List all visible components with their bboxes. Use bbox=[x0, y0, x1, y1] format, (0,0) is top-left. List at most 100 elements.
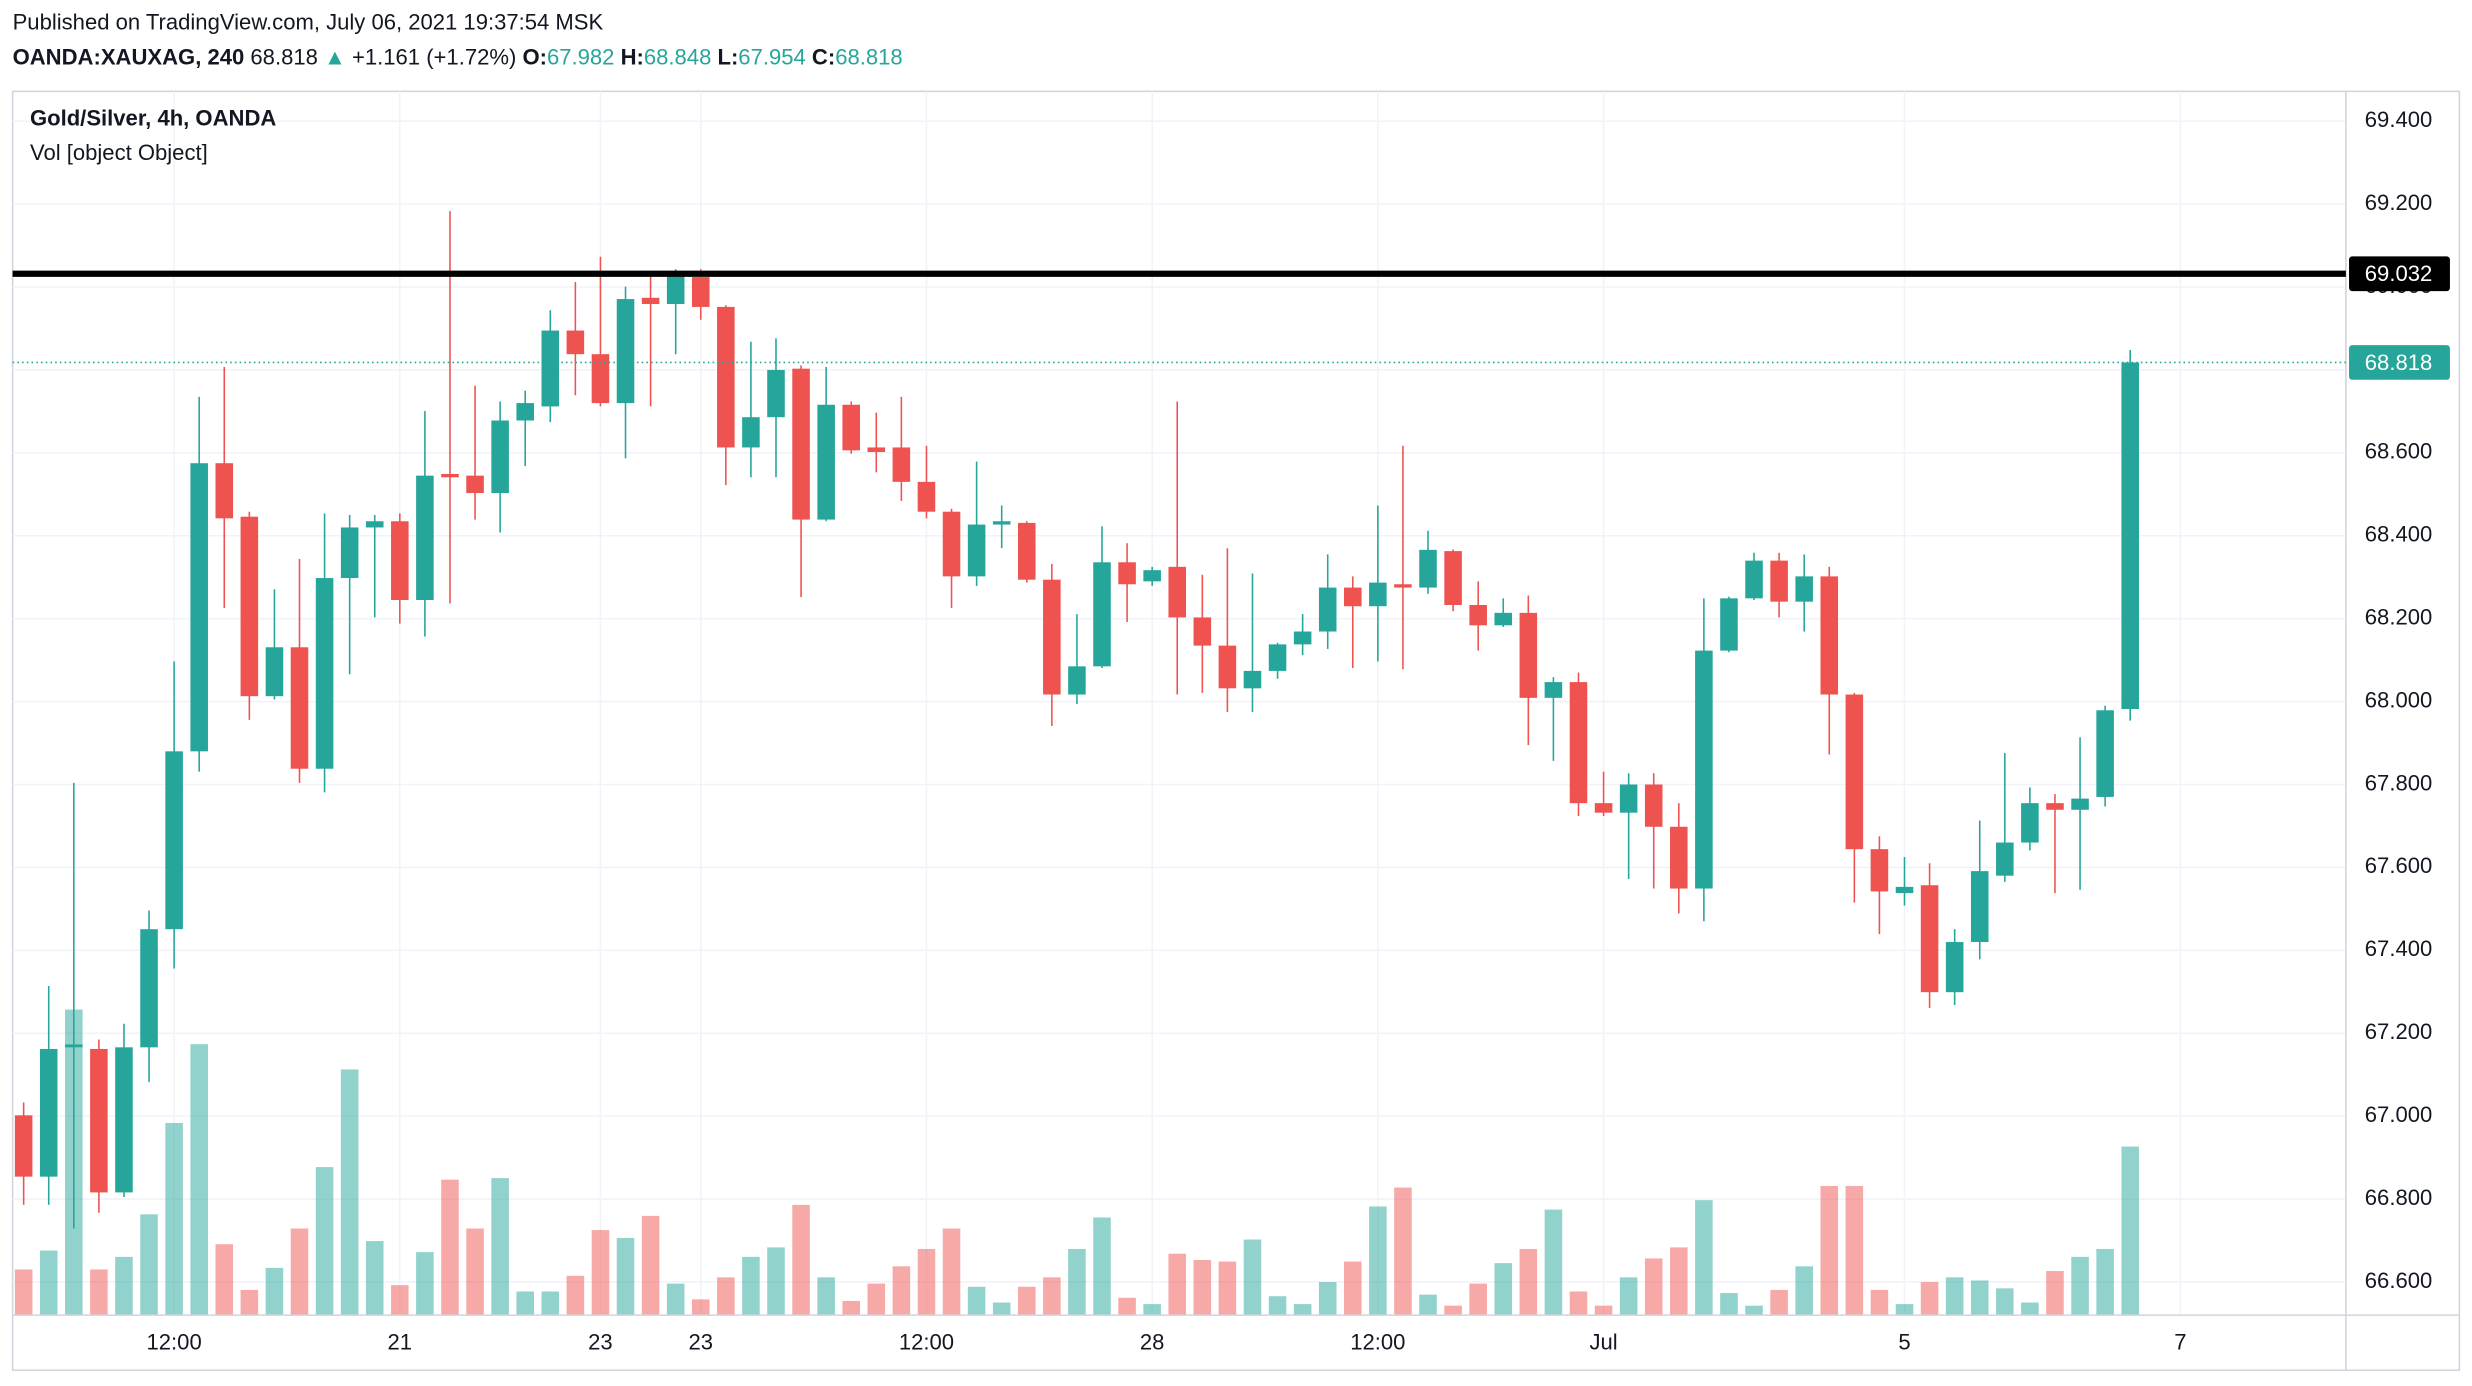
volume-bar bbox=[1845, 1185, 1864, 1316]
chart-frame bbox=[11, 90, 2461, 1372]
volume-bar bbox=[190, 1044, 208, 1316]
candle-body bbox=[1996, 842, 2014, 876]
volume-bar bbox=[1017, 1286, 1036, 1316]
y-tick-label: 67.400 bbox=[2365, 936, 2432, 961]
volume-bar bbox=[2121, 1146, 2139, 1316]
change: +1.161 (+1.72%) bbox=[352, 44, 516, 69]
volume-bar bbox=[466, 1228, 484, 1316]
volume-bar bbox=[1243, 1239, 1262, 1316]
volume-bar bbox=[541, 1291, 560, 1316]
candle-body bbox=[1043, 579, 1061, 695]
candle-body bbox=[491, 420, 509, 494]
candle-body bbox=[1795, 576, 1813, 602]
volume-bar bbox=[1870, 1289, 1889, 1316]
volume-bar bbox=[265, 1267, 284, 1316]
volume-bar bbox=[516, 1291, 534, 1316]
volume-bar bbox=[215, 1244, 234, 1316]
candle-body bbox=[742, 417, 760, 448]
y-tick-label: 67.800 bbox=[2365, 770, 2432, 795]
chart-subtitle: Vol [object Object] bbox=[30, 140, 208, 165]
candle-body bbox=[1720, 598, 1738, 651]
volume-bar bbox=[2046, 1271, 2064, 1316]
candle-body bbox=[1519, 612, 1538, 698]
candle-body bbox=[792, 368, 810, 520]
candle-body bbox=[942, 511, 961, 577]
candle-body bbox=[1870, 849, 1889, 892]
volume-bar bbox=[340, 1069, 359, 1316]
candle-body bbox=[516, 403, 534, 421]
volume-bar bbox=[1344, 1261, 1362, 1316]
volume-bar bbox=[1394, 1187, 1412, 1316]
candle-body bbox=[867, 447, 886, 453]
candle-body bbox=[817, 404, 835, 520]
last-price: 68.818 bbox=[250, 44, 317, 69]
x-tick-label: 28 bbox=[1140, 1329, 1165, 1354]
y-tick-label: 68.000 bbox=[2365, 687, 2432, 712]
candle-layer bbox=[14, 211, 2139, 1229]
high-label: H: bbox=[621, 44, 644, 69]
candle-body bbox=[1670, 826, 1688, 889]
candle-body bbox=[1268, 644, 1287, 671]
candle-body bbox=[1695, 650, 1713, 889]
candle-body bbox=[65, 1044, 83, 1048]
volume-bar bbox=[115, 1256, 133, 1316]
candle-body bbox=[1569, 682, 1588, 804]
candle-body bbox=[992, 521, 1011, 525]
x-tick-label: 21 bbox=[388, 1329, 413, 1354]
volume-bar bbox=[892, 1266, 911, 1316]
volume-bar bbox=[1369, 1206, 1387, 1316]
volume-bar bbox=[666, 1283, 685, 1316]
candle-body bbox=[1820, 576, 1839, 695]
volume-bar bbox=[1895, 1304, 1914, 1316]
candle-body bbox=[1444, 551, 1462, 605]
volume-bar bbox=[1544, 1209, 1563, 1316]
x-tick-label: 12:00 bbox=[1350, 1329, 1405, 1354]
candle-body bbox=[441, 473, 459, 478]
volume-bar bbox=[2021, 1302, 2039, 1316]
last-price-box bbox=[2349, 345, 2450, 380]
candle-body bbox=[190, 463, 208, 752]
volume-bar bbox=[1920, 1282, 1939, 1316]
volume-bar bbox=[1996, 1288, 2014, 1316]
candle-body bbox=[240, 516, 259, 697]
volume-bar bbox=[1695, 1200, 1713, 1316]
candle-body bbox=[115, 1047, 133, 1193]
symbol: OANDA:XAUXAG, 240 bbox=[13, 44, 245, 69]
volume-bar bbox=[942, 1228, 961, 1316]
x-tick-label: Jul bbox=[1589, 1329, 1617, 1354]
volume-bar bbox=[1118, 1297, 1136, 1316]
candle-body bbox=[140, 929, 158, 1048]
volume-bar bbox=[165, 1122, 183, 1316]
candle-body bbox=[2046, 803, 2064, 810]
volume-bar bbox=[1043, 1277, 1061, 1316]
candle-body bbox=[1243, 670, 1262, 689]
symbol-line: OANDA:XAUXAG, 240 68.818 ▲ +1.161 (+1.72… bbox=[13, 44, 903, 69]
candle-body bbox=[1369, 582, 1387, 607]
candle-body bbox=[1895, 886, 1914, 894]
y-tick-label: 68.600 bbox=[2365, 439, 2432, 464]
candle-body bbox=[967, 524, 986, 577]
volume-bar bbox=[491, 1178, 509, 1316]
volume-bar bbox=[1519, 1248, 1538, 1316]
candle-body bbox=[391, 521, 409, 601]
volume-bar bbox=[566, 1275, 585, 1316]
candle-body bbox=[265, 647, 284, 697]
candle-body bbox=[1318, 587, 1337, 632]
volume-bar bbox=[867, 1283, 886, 1316]
candle-body bbox=[1218, 645, 1237, 689]
candle-body bbox=[1017, 522, 1036, 580]
candle-body bbox=[566, 330, 585, 355]
y-tick-label: 67.600 bbox=[2365, 853, 2432, 878]
volume-bar bbox=[967, 1286, 986, 1316]
volume-bar bbox=[1970, 1280, 1989, 1316]
candle-body bbox=[1293, 631, 1312, 645]
volume-bar bbox=[290, 1228, 309, 1316]
volume-bar bbox=[616, 1237, 635, 1316]
volume-bar bbox=[742, 1256, 760, 1316]
candle-body bbox=[666, 275, 685, 305]
y-tick-label: 69.200 bbox=[2365, 190, 2432, 215]
volume-bar bbox=[365, 1241, 384, 1316]
chart-title: Gold/Silver, 4h, OANDA bbox=[30, 106, 276, 131]
candle-body bbox=[315, 578, 334, 769]
candle-body bbox=[215, 463, 234, 519]
